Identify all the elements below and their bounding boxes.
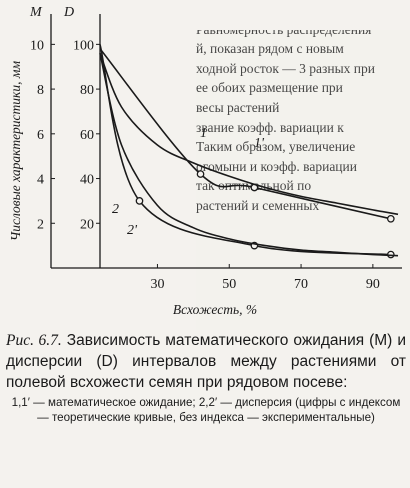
background-text-line: весы растений — [196, 99, 280, 115]
left-axis-tick-label: 2 — [37, 217, 44, 232]
data-point — [135, 197, 144, 205]
series-line-2 — [99, 44, 391, 256]
curve-label: 2 — [112, 202, 119, 217]
series-line-1prime — [99, 53, 399, 216]
right-axis-tick-label: 60 — [80, 128, 94, 143]
x-axis-tick-label: 50 — [222, 277, 236, 292]
series-line-1 — [99, 48, 391, 220]
caption-main: Рис. 6.7. Зависимость математического ож… — [6, 330, 406, 393]
data-point — [386, 214, 395, 223]
curve-label: 1' — [254, 136, 265, 151]
left-axis-tick-label: 6 — [37, 128, 44, 143]
left-axis-tick-label: 8 — [37, 83, 44, 98]
background-text: птимум условий для ростаРавномерность ра… — [196, 0, 410, 280]
right-axis-title: D — [63, 5, 74, 20]
data-point — [196, 170, 205, 178]
right-axis-tick-label: 80 — [80, 83, 94, 98]
x-axis-tick-label: 70 — [294, 277, 308, 292]
figure-caption: Рис. 6.7. Зависимость математического ож… — [6, 330, 406, 425]
right-axis-tick-label: 40 — [80, 173, 94, 188]
curve-label: 1 — [200, 126, 207, 141]
background-text-line: звание коэфф. вариации к — [196, 119, 344, 135]
background-text-line: й, показан рядом с новым — [196, 41, 344, 57]
x-axis-tick-label: 90 — [366, 277, 380, 292]
background-text-line: Таким образом, увеличение — [196, 139, 356, 155]
figure: M D 2 4 6 8 10 20 40 60 80 100 30 50 70 90 Всхожесть, % Ч… — [8, 5, 402, 317]
x-axis-title: Всхожесть, % — [173, 302, 257, 317]
left-axis-tick-label: 10 — [30, 38, 44, 53]
background-text-line: ходной росток — 3 разных при — [196, 60, 375, 76]
caption-subtext: 1,1′ — математическое ожидание; 2,2′ — д… — [11, 396, 401, 424]
curve-label: 2' — [127, 223, 138, 238]
background-text-line: ее обоих размещение при — [196, 80, 343, 96]
caption-label: Рис. 6.7. — [6, 332, 62, 349]
caption-text: Зависимость математического ожидания (M)… — [6, 332, 406, 391]
chart: M D 2 4 6 8 10 20 40 60 80 100 30 50 70 90 Всхожесть, % Ч… — [8, 5, 402, 317]
background-text-line: огомыни и коэфф. вариации — [196, 158, 357, 174]
left-axis-title: M — [29, 5, 43, 20]
right-axis-tick-label: 20 — [80, 217, 94, 232]
right-axis-tick-label: 100 — [73, 38, 94, 53]
y-axis-title: Числовые характеристики, мм — [8, 61, 23, 242]
series-line-2prime — [99, 53, 399, 257]
x-axis-tick-label: 30 — [150, 277, 164, 292]
background-text-line: растений и семенных — [196, 197, 320, 213]
left-axis-tick-label: 4 — [37, 173, 44, 188]
